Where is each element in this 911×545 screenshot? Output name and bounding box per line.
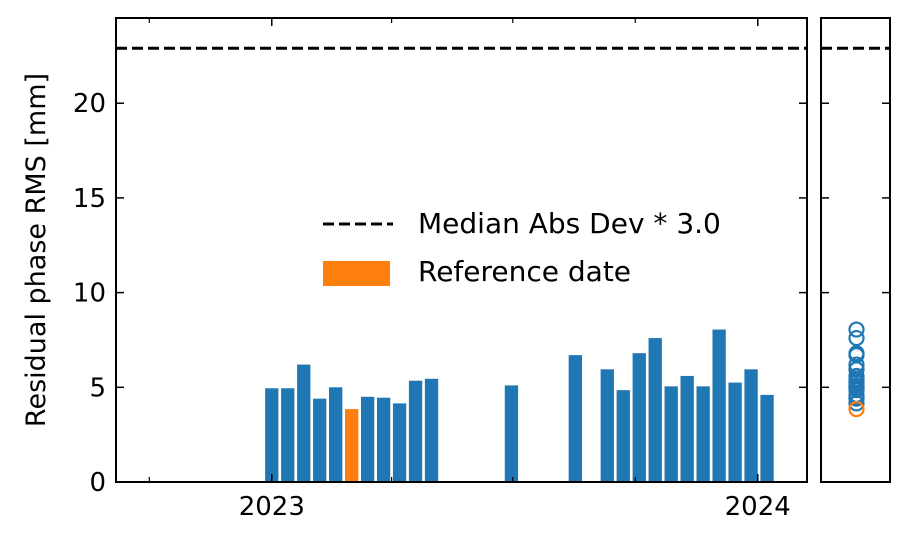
bar	[616, 390, 630, 482]
legend-threshold-label: Median Abs Dev * 3.0	[418, 207, 721, 240]
bar	[648, 338, 662, 482]
scatter-point	[848, 361, 865, 378]
bar	[680, 375, 694, 482]
bar	[408, 380, 423, 482]
bar	[424, 378, 439, 482]
main-plot-area: 0 5 10 15 20 2023 2024	[73, 17, 808, 522]
bar	[728, 382, 742, 482]
bar	[760, 394, 774, 482]
legend-reference-marker	[323, 261, 390, 286]
scatter-point	[848, 367, 865, 385]
side-plot-frame	[820, 17, 891, 483]
reference-scatter-point	[848, 400, 865, 418]
side-plot-area	[820, 17, 891, 483]
bar	[313, 398, 327, 482]
bar	[329, 387, 343, 482]
x-tick-label: 2024	[725, 492, 791, 522]
bar	[744, 369, 758, 482]
bar	[568, 355, 582, 482]
legend-reference-label: Reference date	[418, 255, 631, 288]
y-tick-label: 0	[89, 468, 106, 498]
bar	[664, 386, 678, 482]
scatter-point	[848, 329, 865, 347]
legend: Median Abs Dev * 3.0 Reference date	[323, 207, 721, 288]
reference-bar	[345, 409, 359, 482]
y-tick-label: 10	[73, 279, 106, 309]
bar	[504, 385, 519, 482]
bar	[600, 369, 614, 482]
bar	[360, 396, 375, 482]
scatter-point	[848, 321, 865, 338]
y-tick-label: 20	[73, 89, 106, 119]
x-tick-label: 2023	[239, 492, 305, 522]
bar	[632, 353, 646, 482]
bar	[297, 364, 311, 482]
bar	[281, 388, 295, 482]
y-tick-label: 5	[89, 373, 106, 403]
bar	[712, 329, 726, 482]
bar	[265, 388, 279, 482]
bar	[376, 397, 391, 482]
bar	[392, 403, 407, 482]
scatter-point	[848, 345, 865, 362]
y-axis-label: Residual phase RMS [mm]	[21, 73, 52, 427]
y-tick-label: 15	[73, 184, 106, 214]
main-plot-frame	[115, 17, 808, 483]
bar	[696, 386, 710, 482]
